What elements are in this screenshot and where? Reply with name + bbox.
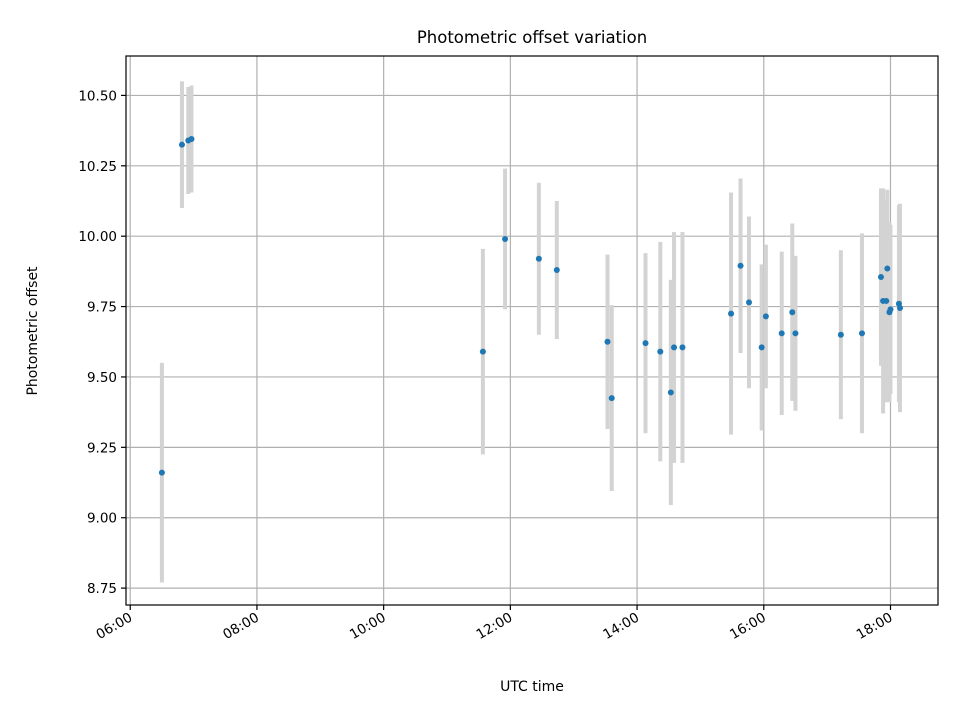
data-point [877,274,884,281]
data-point [762,313,769,320]
y-tick-label: 9.50 [87,370,117,386]
data-point [858,330,865,337]
data-point [553,266,560,273]
y-tick-label: 8.75 [87,581,117,597]
data-point [642,340,649,347]
data-point [792,330,799,337]
chart-title: Photometric offset variation [417,28,647,47]
data-point [778,330,785,337]
data-point [604,338,611,345]
data-point [178,141,185,148]
data-point [535,255,542,262]
data-point [837,331,844,338]
x-axis-label: UTC time [500,679,564,695]
data-point [745,299,752,306]
data-point [502,236,509,242]
data-point [188,136,195,143]
data-point [884,265,891,272]
plot-area [126,56,938,605]
data-point [789,309,796,316]
data-point [737,262,744,269]
y-tick-label: 10.00 [78,229,117,245]
y-tick-label: 10.25 [78,159,117,175]
y-tick-label: 9.75 [87,300,117,316]
y-tick-label: 9.25 [87,440,117,456]
y-tick-label: 9.00 [87,511,117,527]
data-point [758,344,765,351]
data-points [158,136,903,476]
data-point [887,306,894,313]
data-point [158,469,165,476]
data-point [657,348,664,355]
data-point [608,395,615,402]
data-point [671,344,678,351]
data-point [883,297,890,304]
grid [126,56,938,605]
y-axis-ticks: 8.75 9.00 9.25 9.50 9.75 10.00 10.25 10.50 [78,88,126,597]
y-axis-label: Photometric offset [25,266,41,396]
data-point [896,304,903,311]
data-point [728,310,735,317]
data-point [479,348,486,355]
data-point [679,344,686,351]
plot-frame [125,55,939,606]
data-point [667,389,674,396]
y-tick-label: 10.50 [78,88,117,104]
